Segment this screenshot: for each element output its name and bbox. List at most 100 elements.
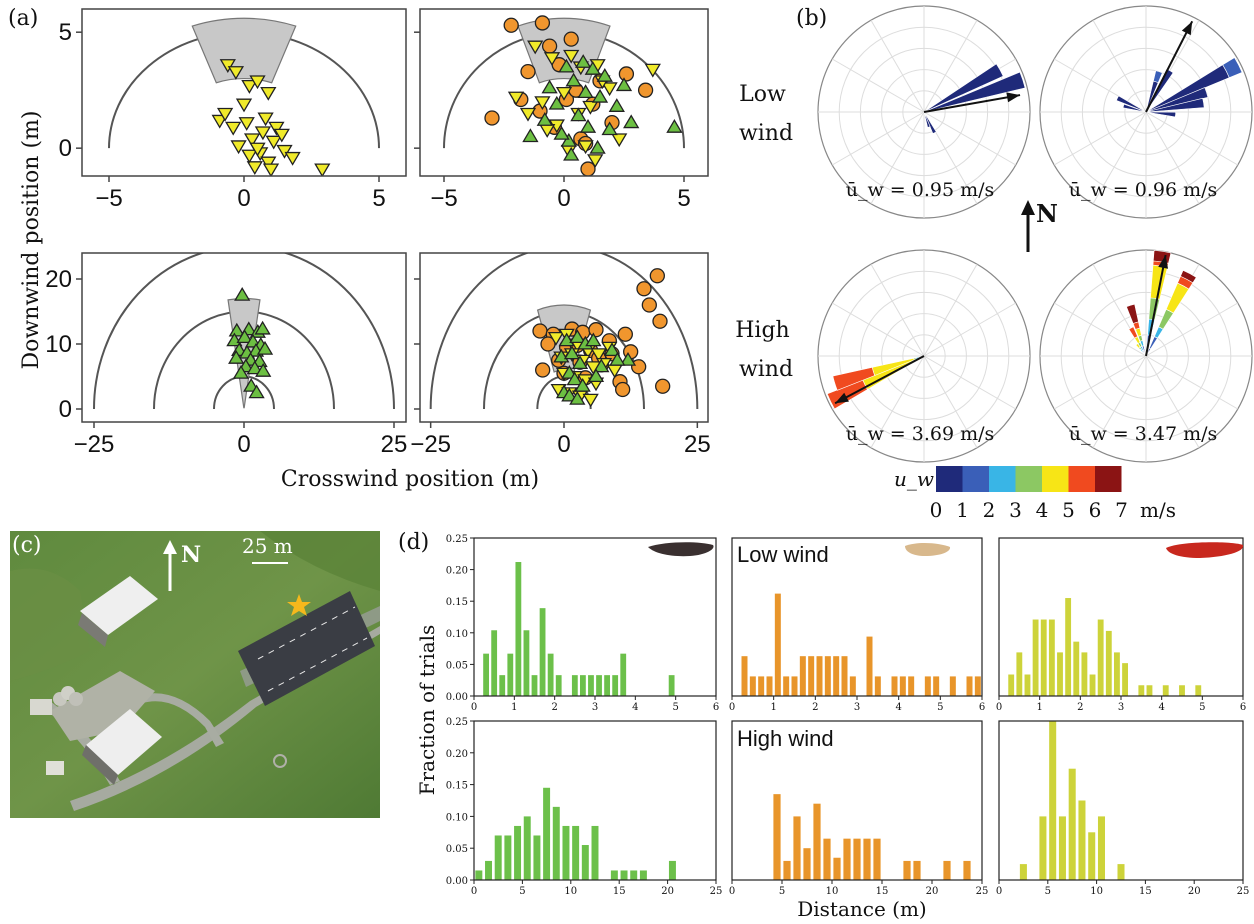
histogram-bar bbox=[552, 806, 560, 880]
wind-rose-3 bbox=[817, 249, 1031, 463]
histogram-bar bbox=[620, 653, 627, 696]
data-point bbox=[249, 142, 266, 157]
x-tick-label: 5 bbox=[779, 886, 785, 897]
mean-wind-arrow-icon bbox=[923, 94, 1021, 113]
histogram-panel: 0 1 2 3 4 5 60.000.050.100.150.200.250 1 2 3 4 5 6 0 1… bbox=[446, 534, 1250, 897]
rose-grid-spoke bbox=[923, 355, 978, 449]
rose-grid-spoke bbox=[1145, 355, 1239, 410]
x-tick-label: 0 bbox=[471, 886, 477, 897]
histogram-bar bbox=[620, 870, 628, 880]
mean-wind-arrowhead-icon bbox=[1006, 92, 1021, 103]
data-point bbox=[637, 82, 654, 98]
data-point bbox=[522, 128, 539, 143]
x-tick-label: −25 bbox=[410, 431, 451, 458]
rose-petal-segment bbox=[832, 367, 876, 391]
data-point bbox=[588, 322, 604, 338]
histogram-bar bbox=[741, 656, 748, 696]
colorbar-swatch bbox=[962, 466, 989, 492]
x-tick-label: 20 bbox=[1188, 886, 1201, 897]
x-tick-label: 0 bbox=[996, 886, 1002, 897]
x-tick-label: −25 bbox=[74, 431, 115, 458]
rose-petal-segment bbox=[1145, 111, 1176, 118]
wind-rose-panel bbox=[817, 5, 1253, 463]
rose-grid-spoke bbox=[831, 58, 925, 113]
x-tick-label: 1 bbox=[1036, 702, 1042, 713]
histogram-bar bbox=[604, 675, 611, 696]
data-point bbox=[541, 38, 558, 54]
rose-grid-spoke bbox=[870, 19, 925, 113]
histogram-bar bbox=[572, 825, 580, 880]
plot-frame bbox=[473, 720, 717, 881]
histogram-bar bbox=[1162, 685, 1169, 696]
histogram-bar bbox=[571, 675, 578, 696]
x-tick-label: 5 bbox=[677, 185, 690, 212]
histogram-bar bbox=[908, 676, 915, 696]
red-seed-icon bbox=[1166, 542, 1244, 558]
x-tick-label: 5 bbox=[672, 702, 678, 713]
data-point bbox=[577, 140, 594, 155]
histogram-bar bbox=[791, 676, 798, 696]
histogram-bar bbox=[841, 656, 848, 696]
x-tick-label: 3 bbox=[1118, 702, 1124, 713]
wind-rose-1 bbox=[817, 5, 1031, 219]
histogram-bar bbox=[903, 860, 911, 880]
histogram-bar bbox=[1097, 816, 1105, 880]
histogram-bar bbox=[507, 653, 514, 696]
histogram-bar bbox=[1048, 619, 1055, 696]
rose-petal-segment bbox=[1126, 303, 1139, 324]
x-tick-label: 2 bbox=[812, 702, 818, 713]
histogram-bar bbox=[1114, 652, 1120, 696]
histogram-5: 0 5 10 15 20 25 bbox=[729, 720, 988, 897]
data-point bbox=[238, 117, 255, 131]
data-point bbox=[553, 125, 570, 140]
x-tick-label: 3 bbox=[854, 702, 860, 713]
mean-wind-arrow-icon bbox=[1145, 254, 1167, 357]
hist-xlabel: Distance (m) bbox=[797, 897, 927, 921]
rose-petal-segment bbox=[1152, 249, 1172, 264]
rose-row-low-line2: wind bbox=[739, 121, 793, 146]
rose-grid-spoke bbox=[923, 302, 1017, 357]
rose-grid-spoke bbox=[831, 302, 925, 357]
rose-petal-segment bbox=[1145, 87, 1209, 113]
histogram-bar bbox=[823, 838, 831, 880]
tan-seed-icon bbox=[905, 543, 951, 556]
data-point bbox=[268, 121, 285, 136]
data-point bbox=[534, 96, 551, 111]
histogram-bar bbox=[783, 676, 790, 696]
colorbar-tick: 6 bbox=[1089, 498, 1102, 522]
data-point bbox=[548, 95, 565, 110]
data-point bbox=[276, 144, 293, 159]
histogram-bar bbox=[1117, 864, 1125, 880]
y-tick-label: 0.05 bbox=[446, 660, 468, 671]
x-tick-label: 2 bbox=[551, 702, 557, 713]
data-point bbox=[649, 268, 665, 284]
scatter-xlabel: Crosswind position (m) bbox=[281, 467, 539, 492]
histogram-bar bbox=[1024, 674, 1031, 696]
x-tick-label: 5 bbox=[519, 886, 525, 897]
histogram-bar bbox=[793, 816, 801, 880]
data-point bbox=[228, 322, 245, 337]
rose-grid-spoke bbox=[1145, 111, 1239, 166]
colorbar-symbol: u_w bbox=[894, 467, 934, 491]
panel-label-b: (b) bbox=[796, 6, 828, 31]
data-point bbox=[228, 350, 245, 364]
x-tick-label: 1 bbox=[770, 702, 776, 713]
data-point bbox=[255, 363, 272, 377]
north-indicator: N bbox=[1021, 199, 1058, 252]
data-point bbox=[484, 110, 500, 126]
data-point bbox=[617, 326, 633, 342]
rose-row-high-line1: High bbox=[735, 318, 789, 343]
histogram-1: 0 1 2 3 4 5 6 0.00 0.05 0.10 0.15 0.20 0.25 bbox=[446, 534, 719, 713]
rose-petal-segment bbox=[1116, 95, 1147, 113]
data-point bbox=[532, 323, 548, 339]
histogram-bar bbox=[514, 825, 522, 880]
panel-label-a: (a) bbox=[8, 6, 39, 31]
histogram-bar bbox=[963, 860, 971, 880]
scatter-ylabel: Downwind position (m) bbox=[19, 111, 44, 370]
histogram-bar bbox=[873, 838, 881, 880]
data-point bbox=[503, 17, 519, 33]
histogram-bar bbox=[749, 676, 756, 696]
x-tick-label: 0 bbox=[237, 185, 250, 212]
histogram-bar bbox=[824, 656, 831, 696]
